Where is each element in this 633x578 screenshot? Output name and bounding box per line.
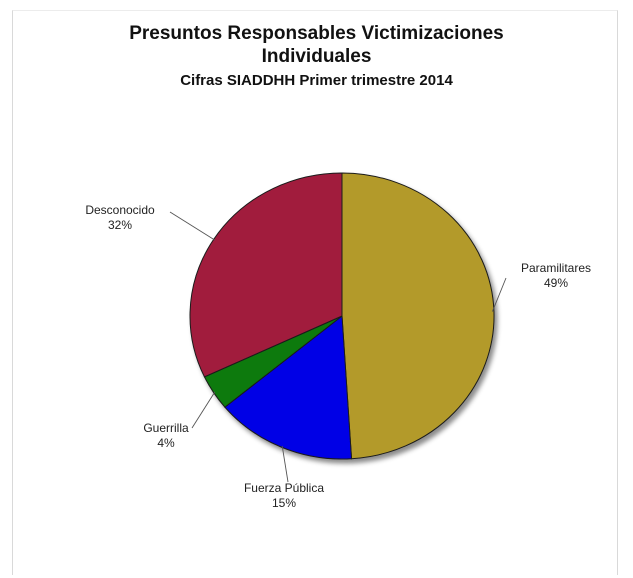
leader-line bbox=[281, 445, 289, 483]
leader-line bbox=[191, 391, 216, 429]
slice-category-label: Fuerza Pública bbox=[244, 481, 324, 495]
chart-subtitle: Cifras SIADDHH Primer trimestre 2014 bbox=[180, 72, 453, 89]
slice-value-label: 49% bbox=[544, 276, 568, 290]
leader-line bbox=[169, 211, 216, 241]
slice-category-label: Guerrilla bbox=[143, 421, 189, 435]
slice-value-label: 32% bbox=[108, 218, 132, 232]
leader-line bbox=[491, 277, 507, 312]
slice-value-label: 15% bbox=[272, 496, 296, 510]
chart-title: Presuntos Responsables Victimizaciones I… bbox=[129, 23, 504, 67]
slice-category-label: Desconocido bbox=[85, 203, 155, 217]
pie-slice-fuerza-pública bbox=[224, 315, 353, 460]
pie-slice-paramilitares bbox=[341, 172, 495, 460]
slice-category-label: Paramilitares bbox=[521, 261, 591, 275]
slice-value-label: 4% bbox=[157, 436, 175, 450]
